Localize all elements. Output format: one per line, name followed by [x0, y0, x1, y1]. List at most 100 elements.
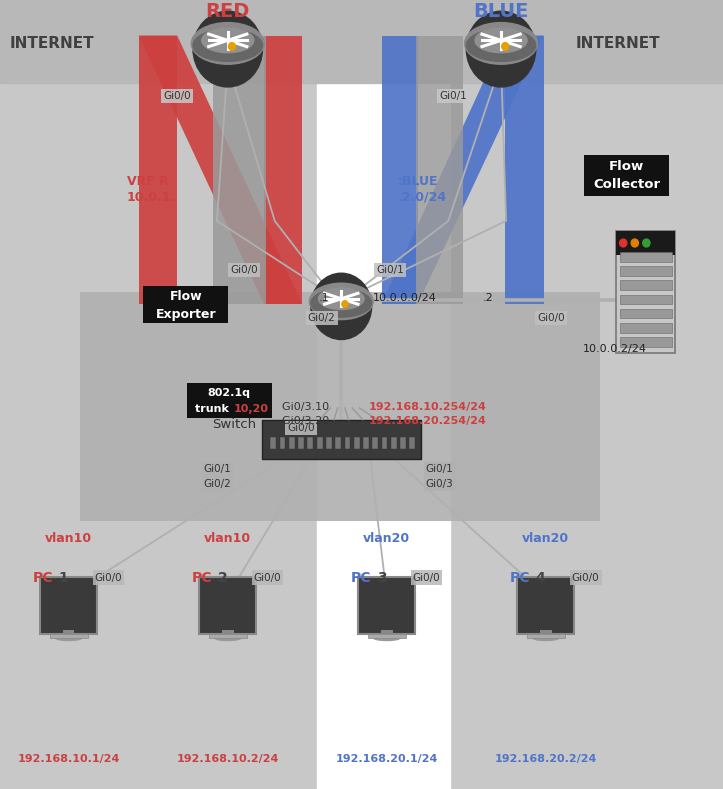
- Text: Gi0/2: Gi0/2: [308, 313, 335, 323]
- Text: PC: PC: [33, 570, 53, 585]
- Polygon shape: [139, 36, 177, 304]
- FancyBboxPatch shape: [518, 578, 574, 634]
- Text: RED: RED: [205, 2, 250, 21]
- FancyBboxPatch shape: [372, 437, 378, 450]
- Text: Flow: Flow: [609, 159, 644, 173]
- Text: 1: 1: [59, 570, 68, 585]
- Text: 802.1q: 802.1q: [208, 388, 251, 398]
- Text: 192.168.20.2/24: 192.168.20.2/24: [495, 754, 597, 764]
- Text: .2.0/24: .2.0/24: [398, 191, 447, 204]
- Text: PC: PC: [510, 570, 530, 585]
- Circle shape: [502, 43, 509, 50]
- Text: 10.0.1.: 10.0.1.: [127, 191, 176, 204]
- Ellipse shape: [475, 28, 527, 53]
- Text: Gi0/0: Gi0/0: [287, 423, 315, 432]
- Text: INTERNET: INTERNET: [576, 36, 661, 51]
- Polygon shape: [264, 36, 302, 304]
- FancyBboxPatch shape: [400, 437, 406, 450]
- Text: .1: .1: [318, 294, 329, 303]
- Bar: [0, 0, 723, 83]
- FancyBboxPatch shape: [298, 437, 304, 450]
- Text: Gi0/1: Gi0/1: [426, 465, 453, 474]
- FancyBboxPatch shape: [584, 155, 669, 196]
- Ellipse shape: [193, 29, 262, 62]
- Text: Gi0/0: Gi0/0: [413, 573, 440, 582]
- Text: Gi0/1: Gi0/1: [203, 465, 231, 474]
- Text: 2: 2: [218, 570, 227, 585]
- Circle shape: [631, 239, 638, 247]
- Text: Gi0/0: Gi0/0: [537, 313, 565, 323]
- Text: vlan20: vlan20: [363, 532, 411, 544]
- FancyBboxPatch shape: [262, 420, 421, 459]
- Text: 10.0.0.0/24: 10.0.0.0/24: [373, 294, 437, 303]
- FancyBboxPatch shape: [540, 630, 552, 636]
- Text: INTERNET: INTERNET: [9, 36, 95, 51]
- FancyBboxPatch shape: [620, 281, 672, 290]
- FancyBboxPatch shape: [209, 634, 247, 638]
- Text: 192.168.10.254/24: 192.168.10.254/24: [369, 402, 487, 412]
- Text: 10,20: 10,20: [234, 405, 268, 414]
- Text: 4: 4: [536, 570, 545, 585]
- FancyBboxPatch shape: [40, 578, 98, 634]
- Text: Gi0/0: Gi0/0: [231, 265, 258, 275]
- Text: Gi0/3.20: Gi0/3.20: [282, 416, 333, 425]
- Polygon shape: [382, 36, 418, 304]
- Polygon shape: [213, 36, 266, 304]
- FancyBboxPatch shape: [620, 308, 672, 318]
- Circle shape: [311, 273, 372, 339]
- Bar: [317, 0, 450, 789]
- Text: Gi0/0: Gi0/0: [254, 573, 281, 582]
- Ellipse shape: [466, 29, 536, 62]
- Text: Collector: Collector: [594, 178, 660, 191]
- FancyBboxPatch shape: [620, 294, 672, 305]
- FancyBboxPatch shape: [80, 292, 340, 521]
- Polygon shape: [382, 36, 544, 304]
- Text: :BLUE: :BLUE: [398, 175, 438, 188]
- Text: 192.168.20.254/24: 192.168.20.254/24: [369, 416, 487, 425]
- Circle shape: [466, 11, 536, 87]
- Text: Gi0/2: Gi0/2: [203, 479, 231, 488]
- FancyBboxPatch shape: [340, 292, 600, 521]
- Text: PC: PC: [351, 570, 371, 585]
- FancyBboxPatch shape: [527, 634, 565, 638]
- Ellipse shape: [532, 635, 560, 641]
- FancyBboxPatch shape: [289, 437, 295, 450]
- Polygon shape: [139, 36, 302, 304]
- FancyBboxPatch shape: [359, 578, 415, 634]
- Text: Flow: Flow: [169, 290, 202, 304]
- FancyBboxPatch shape: [354, 437, 359, 450]
- Text: 192.168.20.1/24: 192.168.20.1/24: [335, 754, 438, 764]
- FancyBboxPatch shape: [620, 252, 672, 262]
- FancyBboxPatch shape: [222, 630, 234, 636]
- Circle shape: [193, 11, 262, 87]
- FancyBboxPatch shape: [616, 231, 675, 256]
- Text: Gi0/0: Gi0/0: [163, 92, 191, 101]
- FancyBboxPatch shape: [345, 437, 351, 450]
- FancyBboxPatch shape: [382, 437, 388, 450]
- FancyBboxPatch shape: [326, 437, 332, 450]
- FancyBboxPatch shape: [620, 267, 672, 276]
- FancyBboxPatch shape: [63, 630, 74, 636]
- Text: BLUE: BLUE: [474, 2, 529, 21]
- Text: 192.168.10.1/24: 192.168.10.1/24: [17, 754, 120, 764]
- Text: Gi0/1: Gi0/1: [440, 92, 467, 101]
- FancyBboxPatch shape: [280, 437, 286, 450]
- Ellipse shape: [311, 289, 372, 317]
- Ellipse shape: [318, 288, 364, 309]
- Polygon shape: [505, 36, 544, 304]
- Ellipse shape: [55, 635, 82, 641]
- Ellipse shape: [202, 28, 254, 53]
- Circle shape: [643, 239, 650, 247]
- FancyBboxPatch shape: [307, 437, 313, 450]
- Circle shape: [342, 301, 348, 308]
- Text: trunk: trunk: [195, 405, 233, 414]
- FancyBboxPatch shape: [50, 634, 87, 638]
- FancyBboxPatch shape: [616, 231, 675, 353]
- FancyBboxPatch shape: [317, 437, 322, 450]
- FancyBboxPatch shape: [363, 437, 369, 450]
- Text: 10.0.0.2/24: 10.0.0.2/24: [583, 344, 646, 353]
- Text: Switch: Switch: [213, 418, 257, 431]
- FancyBboxPatch shape: [620, 323, 672, 333]
- Text: Gi0/3: Gi0/3: [426, 479, 453, 488]
- Text: Gi0/0: Gi0/0: [95, 573, 122, 582]
